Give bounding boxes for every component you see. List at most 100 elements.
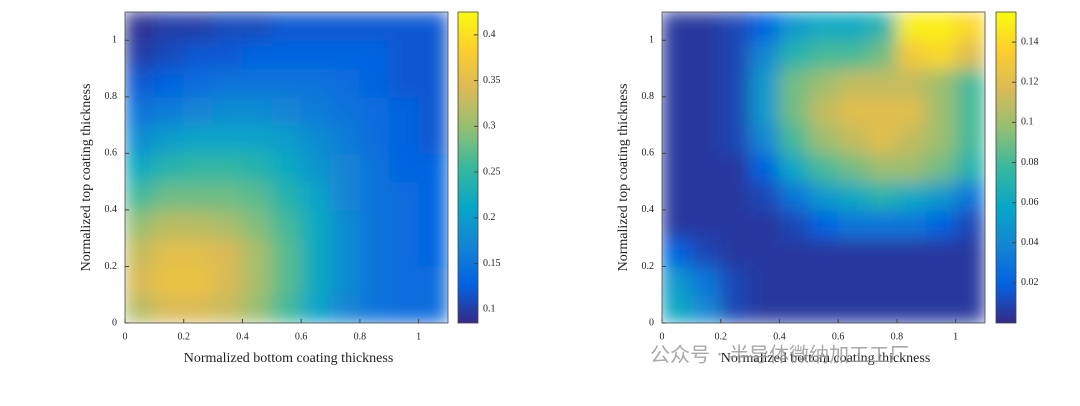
heat-cell [153,181,185,211]
y-tick-label: 0.4 [105,204,118,215]
colorbar-tick-label: 0.04 [1021,237,1039,248]
heat-cell [808,68,839,98]
heat-cell [300,294,332,323]
heat-cell [778,237,810,267]
heat-cell [867,96,898,126]
heat-cell [271,39,302,70]
heat-cell [662,39,692,70]
y-tick-label: 0.2 [642,261,655,272]
heat-cell [271,124,302,154]
heat-cell [749,124,780,154]
y-tick-label: 0.6 [642,148,655,159]
heat-cell [125,237,155,267]
heat-cell [418,181,448,211]
heat-cell [183,209,214,239]
heat-cell [125,68,155,98]
heat-cell [778,265,810,296]
heat-cell [153,12,185,41]
heat-cell [388,124,420,154]
heat-cell [125,96,155,126]
heat-cell [212,68,243,98]
heat-cell [330,152,361,183]
heat-cell [271,152,302,183]
heat-cell [125,265,155,296]
heat-cell [359,124,390,154]
heat-cell [212,265,243,296]
heat-cell [241,39,273,70]
heat-cell [896,265,927,296]
colorbar-tick-label: 0.08 [1021,157,1039,168]
heat-cell [418,68,448,98]
y-tick-label: 0 [112,317,117,328]
heat-cell [300,265,332,296]
heat-cell [241,12,273,41]
heat-cell [330,68,361,98]
heat-cell [153,265,185,296]
heat-cell [662,237,692,267]
heat-cell [300,12,332,41]
heat-cell [808,265,839,296]
heat-cell [925,209,957,239]
heat-cell [690,209,722,239]
heat-cell [330,265,361,296]
heat-cell [125,209,155,239]
x-tick-label: 1 [416,331,421,342]
heat-cell [720,12,751,41]
heat-cell [125,152,155,183]
heat-cell [330,124,361,154]
colorbar [995,11,1017,324]
y-axis-label: Normalized top coating thickness [79,84,94,272]
y-tick-label: 0.2 [105,261,118,272]
heat-cell [808,152,839,183]
heat-cell [808,237,839,267]
heat-cell [837,209,869,239]
heat-cell [837,124,869,154]
heat-cell [837,39,869,70]
heat-cell [330,96,361,126]
heat-cell [925,39,957,70]
heat-cell [867,12,898,41]
heat-cell [153,96,185,126]
heat-cell [418,237,448,267]
colorbar-tick-label: 0.1 [1021,117,1034,128]
heat-cell [300,237,332,267]
heat-cell [808,181,839,211]
heat-cell [359,12,390,41]
heat-cell [749,237,780,267]
heat-cell [183,12,214,41]
heat-cell [749,152,780,183]
heat-cell [955,124,985,154]
heat-cell [212,12,243,41]
heat-cell [330,294,361,323]
heat-cell [125,12,155,41]
x-tick-label: 0.6 [295,331,308,342]
heat-cell [300,181,332,211]
heat-cell [241,265,273,296]
y-axis-label: Normalized top coating thickness [616,84,631,272]
y-tick-label: 0.4 [642,204,655,215]
heat-cell [690,39,722,70]
heat-cell [867,237,898,267]
heat-cell [925,152,957,183]
heat-cell [153,237,185,267]
y-tick-label: 0 [649,317,654,328]
x-tick-label: 1 [953,331,958,342]
heat-cell [867,294,898,323]
heat-cell [720,68,751,98]
heat-cell [359,265,390,296]
heat-cell [388,96,420,126]
heat-cell [153,294,185,323]
heat-cell [212,39,243,70]
heat-cell [749,294,780,323]
plot-area [662,12,985,323]
heat-cell [330,181,361,211]
heat-cell [212,152,243,183]
x-tick-label: 0.2 [714,331,727,342]
heat-cell [690,12,722,41]
heat-cell [778,152,810,183]
heat-cell [662,181,692,211]
heat-cell [662,209,692,239]
heat-cell [183,294,214,323]
heat-cell [183,181,214,211]
